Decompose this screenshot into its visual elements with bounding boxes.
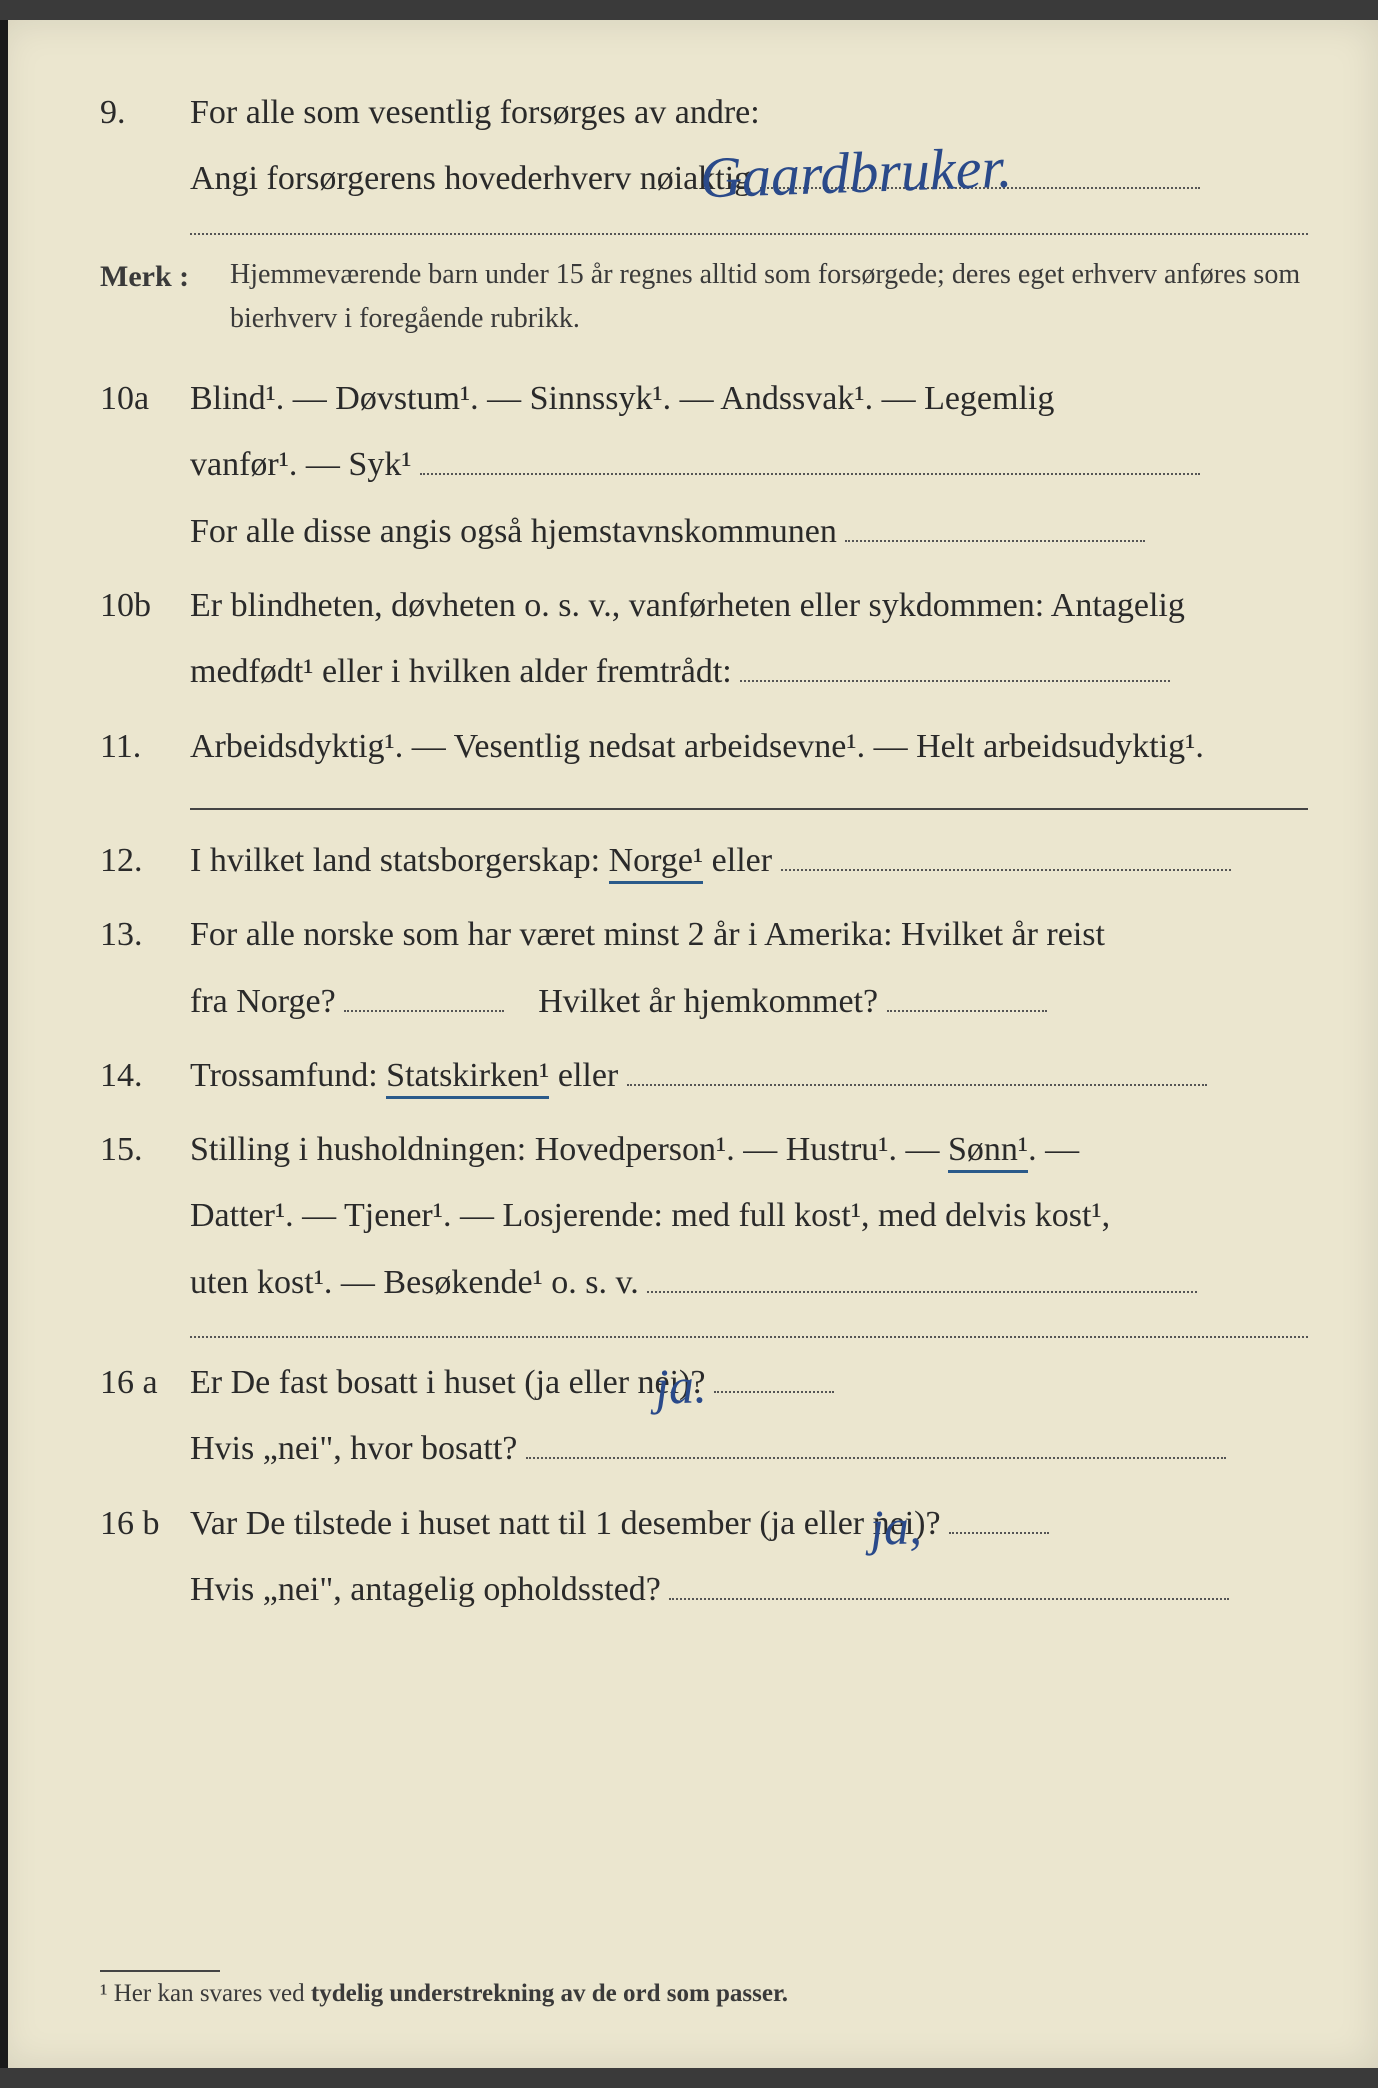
footnote-text-bold: tydelig understrekning av de ord som pas…	[311, 1980, 788, 2007]
q16b-line1: Var De tilstede i huset natt til 1 desem…	[190, 1491, 1308, 1557]
q15-number: 15.	[100, 1117, 190, 1183]
footnote-area: ¹ Her kan svares ved tydelig understrekn…	[100, 1970, 1308, 2008]
q12-suffix: eller	[712, 842, 772, 879]
q10a-line2-prefix: vanfør¹. — Syk¹	[190, 446, 412, 483]
q11-body: Arbeidsdyktig¹. — Vesentlig nedsat arbei…	[190, 714, 1308, 780]
q16b-blank1[interactable]	[949, 1500, 1049, 1534]
footnote-marker: ¹	[100, 1980, 108, 2007]
q15-blank[interactable]	[647, 1259, 1197, 1293]
q15-underlined: Sønn¹	[948, 1131, 1028, 1173]
q16a-line1: Er De fast bosatt i huset (ja eller nei)…	[190, 1350, 1308, 1416]
q13-number: 13.	[100, 902, 190, 968]
footnote-text: ¹ Her kan svares ved tydelig understrekn…	[100, 1980, 1308, 2008]
q9-body: For alle som vesentlig forsørges av andr…	[190, 80, 1308, 213]
question-9: 9. For alle som vesentlig forsørges av a…	[100, 80, 1308, 213]
q10a-line3-prefix: For alle disse angis også hjemstavnskomm…	[190, 513, 837, 550]
footnote-rule	[100, 1970, 220, 1972]
question-13: 13. For alle norske som har været minst …	[100, 902, 1308, 1035]
q14-blank[interactable]	[627, 1052, 1207, 1086]
merk-note: Merk : Hjemmeværende barn under 15 år re…	[100, 253, 1308, 343]
question-10a: 10a Blind¹. — Døvstum¹. — Sinnssyk¹. — A…	[100, 366, 1308, 565]
q16a-blank1[interactable]	[714, 1359, 834, 1393]
q10b-line2-prefix: medfødt¹ eller i hvilken alder fremtrådt…	[190, 653, 732, 690]
q10a-body: Blind¹. — Døvstum¹. — Sinnssyk¹. — Andss…	[190, 366, 1308, 565]
merk-label: Merk :	[100, 253, 230, 301]
q16b-line2: Hvis „nei", antagelig opholdssted?	[190, 1557, 1308, 1623]
question-14: 14. Trossamfund: Statskirken¹ eller	[100, 1043, 1308, 1109]
q16b-handwritten-answer: ja,	[868, 1478, 923, 1577]
question-10b: 10b Er blindheten, døvheten o. s. v., va…	[100, 573, 1308, 706]
q13-body: For alle norske som har været minst 2 år…	[190, 902, 1308, 1035]
q16a-number: 16 a	[100, 1350, 190, 1416]
q10b-line1: Er blindheten, døvheten o. s. v., vanfør…	[190, 573, 1308, 639]
q11-number: 11.	[100, 714, 190, 780]
q9-number: 9.	[100, 80, 190, 146]
q16b-body: Var De tilstede i huset natt til 1 desem…	[190, 1491, 1308, 1624]
q12-underlined: Norge¹	[609, 842, 704, 884]
q15-line3-prefix: uten kost¹. — Besøkende¹ o. s. v.	[190, 1264, 639, 1301]
divider-solid	[190, 808, 1308, 810]
q14-suffix: eller	[558, 1057, 618, 1094]
q14-body: Trossamfund: Statskirken¹ eller	[190, 1043, 1308, 1109]
q15-line3: uten kost¹. — Besøkende¹ o. s. v.	[190, 1250, 1308, 1316]
question-15: 15. Stilling i husholdningen: Hovedperso…	[100, 1117, 1308, 1316]
q10b-body: Er blindheten, døvheten o. s. v., vanfør…	[190, 573, 1308, 706]
q16b-number: 16 b	[100, 1491, 190, 1557]
divider	[190, 1336, 1308, 1338]
q16a-line2-prefix: Hvis „nei", hvor bosatt?	[190, 1430, 517, 1467]
question-16b: 16 b Var De tilstede i huset natt til 1 …	[100, 1491, 1308, 1624]
q10a-line2: vanfør¹. — Syk¹	[190, 432, 1308, 498]
q16a-body: Er De fast bosatt i huset (ja eller nei)…	[190, 1350, 1308, 1483]
q13-blank1[interactable]	[344, 978, 504, 1012]
question-12: 12. I hvilket land statsborgerskap: Norg…	[100, 828, 1308, 894]
q16a-line1-prefix: Er De fast bosatt i huset (ja eller nei)…	[190, 1364, 705, 1401]
merk-text: Hjemmeværende barn under 15 år regnes al…	[230, 253, 1308, 343]
q9-handwritten-answer: Gaardbruker.	[698, 111, 1014, 235]
q13-line2: fra Norge? Hvilket år hjemkommet?	[190, 969, 1308, 1035]
q10a-number: 10a	[100, 366, 190, 432]
q16b-blank2[interactable]	[669, 1566, 1229, 1600]
q12-prefix: I hvilket land statsborgerskap:	[190, 842, 609, 879]
q14-underlined: Statskirken¹	[386, 1057, 549, 1099]
q15-line1b: . —	[1028, 1131, 1079, 1168]
question-11: 11. Arbeidsdyktig¹. — Vesentlig nedsat a…	[100, 714, 1308, 780]
q15-body: Stilling i husholdningen: Hovedperson¹. …	[190, 1117, 1308, 1316]
q12-blank[interactable]	[781, 837, 1231, 871]
question-16a: 16 a Er De fast bosatt i huset (ja eller…	[100, 1350, 1308, 1483]
q14-number: 14.	[100, 1043, 190, 1109]
q10b-line2: medfødt¹ eller i hvilken alder fremtrådt…	[190, 639, 1308, 705]
q13-line2b: Hvilket år hjemkommet?	[538, 983, 878, 1020]
q10a-line3: For alle disse angis også hjemstavnskomm…	[190, 499, 1308, 565]
q13-line2a: fra Norge?	[190, 983, 336, 1020]
q16a-handwritten-answer: ja.	[653, 1337, 708, 1436]
q15-line1: Stilling i husholdningen: Hovedperson¹. …	[190, 1117, 1308, 1183]
q10a-line1: Blind¹. — Døvstum¹. — Sinnssyk¹. — Andss…	[190, 366, 1308, 432]
q10b-number: 10b	[100, 573, 190, 639]
q13-line1: For alle norske som har været minst 2 år…	[190, 902, 1308, 968]
q16b-line2-prefix: Hvis „nei", antagelig opholdssted?	[190, 1571, 661, 1608]
census-form-page: 9. For alle som vesentlig forsørges av a…	[0, 20, 1378, 2068]
q9-line2: Angi forsørgerens hovederhverv nøiaktig …	[190, 146, 1308, 212]
q16a-line2: Hvis „nei", hvor bosatt?	[190, 1416, 1308, 1482]
q15-line2: Datter¹. — Tjener¹. — Losjerende: med fu…	[190, 1183, 1308, 1249]
q12-body: I hvilket land statsborgerskap: Norge¹ e…	[190, 828, 1308, 894]
divider	[190, 233, 1308, 235]
q14-prefix: Trossamfund:	[190, 1057, 386, 1094]
q10a-blank1[interactable]	[420, 441, 1200, 475]
q10a-blank2[interactable]	[845, 508, 1145, 542]
q15-line1a: Stilling i husholdningen: Hovedperson¹. …	[190, 1131, 948, 1168]
q12-number: 12.	[100, 828, 190, 894]
q10b-blank[interactable]	[740, 648, 1170, 682]
q13-blank2[interactable]	[887, 978, 1047, 1012]
q16a-blank2[interactable]	[526, 1425, 1226, 1459]
q9-line2-prefix: Angi forsørgerens hovederhverv nøiaktig	[190, 160, 751, 197]
q16b-line1-prefix: Var De tilstede i huset natt til 1 desem…	[190, 1505, 941, 1542]
footnote-text-a: Her kan svares ved	[114, 1980, 311, 2007]
